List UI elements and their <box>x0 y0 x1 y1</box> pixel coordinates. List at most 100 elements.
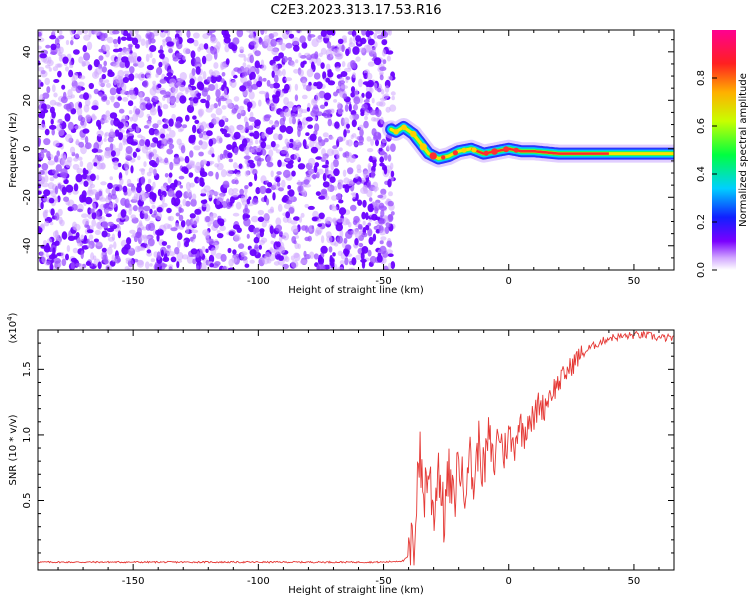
noise-speckle <box>197 46 202 52</box>
noise-speckle <box>239 144 244 151</box>
noise-speckle <box>126 237 132 245</box>
noise-speckle <box>287 30 292 35</box>
noise-speckle <box>118 142 123 152</box>
noise-speckle <box>97 123 102 130</box>
noise-speckle <box>38 45 42 50</box>
noise-speckle <box>82 30 89 35</box>
noise-speckle <box>237 67 242 74</box>
noise-speckle <box>282 232 290 241</box>
noise-speckle <box>167 216 172 221</box>
noise-speckle <box>305 225 309 233</box>
noise-speckle <box>318 195 326 200</box>
colorbar-tick-label: 0.0 <box>696 262 707 278</box>
noise-speckle <box>208 69 214 75</box>
noise-speckle <box>278 246 286 254</box>
noise-speckle <box>71 75 75 83</box>
noise-speckle <box>119 177 124 186</box>
noise-speckle <box>254 119 261 127</box>
noise-speckle <box>309 224 313 233</box>
noise-speckle <box>363 120 369 129</box>
noise-speckle <box>354 238 359 246</box>
noise-speckle <box>248 141 254 146</box>
x-tick-label: -100 <box>247 576 270 587</box>
noise-speckle <box>297 163 306 170</box>
noise-speckle <box>156 67 163 76</box>
noise-speckle <box>377 252 382 257</box>
noise-speckle <box>261 131 266 139</box>
noise-speckle <box>83 180 89 187</box>
noise-speckle <box>175 190 183 199</box>
noise-speckle <box>385 249 394 254</box>
noise-speckle <box>199 160 208 166</box>
noise-speckle <box>47 238 52 244</box>
noise-speckle <box>110 119 115 126</box>
noise-speckle <box>220 61 225 71</box>
noise-speckle <box>112 30 120 35</box>
noise-speckle <box>200 171 208 178</box>
noise-speckle <box>136 185 142 194</box>
noise-speckle <box>149 45 157 52</box>
noise-speckle <box>83 104 90 113</box>
noise-speckle <box>83 235 88 242</box>
noise-speckle <box>294 83 299 91</box>
noise-speckle <box>82 218 90 226</box>
noise-speckle <box>347 167 354 175</box>
noise-speckle <box>294 139 301 146</box>
noise-speckle <box>132 151 137 158</box>
noise-speckle <box>322 181 330 188</box>
noise-speckle <box>280 150 289 155</box>
noise-speckle <box>327 71 334 78</box>
noise-speckle <box>218 119 225 128</box>
noise-speckle <box>345 230 353 239</box>
noise-speckle <box>359 37 367 45</box>
noise-speckle <box>386 144 391 150</box>
noise-speckle <box>148 222 156 232</box>
noise-speckle <box>128 73 135 82</box>
noise-speckle <box>52 169 56 174</box>
noise-speckle <box>335 66 341 72</box>
noise-speckle <box>279 230 283 236</box>
noise-speckle <box>366 148 374 153</box>
noise-speckle <box>75 85 82 94</box>
noise-speckle <box>320 245 328 254</box>
noise-speckle <box>276 181 281 187</box>
noise-speckle <box>90 189 98 195</box>
noise-speckle <box>67 89 73 98</box>
noise-speckle <box>345 244 351 251</box>
noise-speckle <box>324 195 330 201</box>
noise-speckle <box>82 128 90 134</box>
noise-speckle <box>285 211 291 219</box>
signal-blob <box>513 147 519 153</box>
noise-speckle <box>157 119 162 126</box>
noise-speckle <box>179 208 184 213</box>
noise-speckle <box>359 95 363 104</box>
noise-speckle <box>41 163 49 171</box>
noise-speckle <box>326 170 334 175</box>
noise-speckle <box>180 220 186 228</box>
noise-speckle <box>215 171 219 180</box>
noise-speckle <box>248 84 253 93</box>
noise-speckle <box>222 189 227 194</box>
noise-speckle <box>249 54 254 64</box>
noise-speckle <box>282 146 289 152</box>
noise-speckle <box>337 179 344 184</box>
colorbar-tick-label: 0.4 <box>696 166 707 182</box>
noise-speckle <box>348 103 352 112</box>
noise-speckle <box>256 80 263 88</box>
noise-speckle <box>114 255 121 264</box>
noise-speckle <box>40 70 48 78</box>
noise-speckle <box>122 30 129 37</box>
noise-speckle <box>233 96 240 102</box>
noise-speckle <box>132 205 138 212</box>
noise-speckle <box>364 109 370 116</box>
noise-speckle <box>129 229 136 234</box>
noise-speckle <box>208 123 215 129</box>
noise-speckle <box>135 125 140 134</box>
noise-speckle <box>86 162 94 171</box>
noise-speckle <box>343 38 347 43</box>
noise-speckle <box>38 190 42 195</box>
noise-speckle <box>125 167 129 176</box>
noise-speckle <box>84 142 92 150</box>
noise-speckle <box>52 140 60 147</box>
noise-speckle <box>373 57 382 66</box>
